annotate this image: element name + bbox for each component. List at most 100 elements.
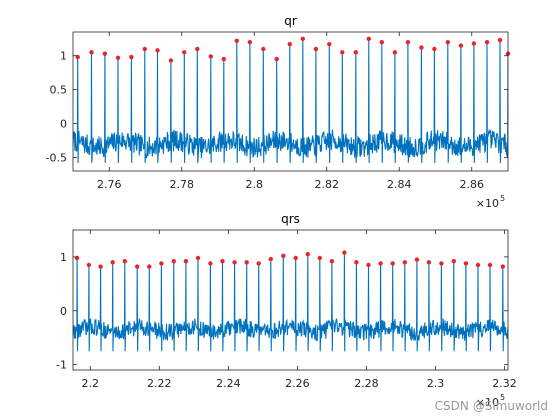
r-peak-marker	[208, 261, 213, 266]
r-peak-marker	[195, 46, 200, 52]
x-tick-label: 2.82	[315, 178, 340, 191]
r-peak-marker	[305, 252, 310, 257]
r-peak-marker	[171, 259, 176, 264]
x-tick-label: 2.76	[97, 178, 122, 191]
x-tick-label: 2.28	[354, 377, 379, 390]
r-peak-marker	[232, 260, 237, 265]
axes-frame	[72, 31, 509, 172]
r-peak-marker	[195, 255, 201, 261]
r-peak-marker	[484, 40, 490, 45]
r-peak-marker	[142, 46, 147, 52]
r-peak-marker	[451, 259, 456, 264]
r-peak-marker	[247, 40, 253, 45]
r-peak-marker	[354, 260, 359, 265]
r-peak-marker	[122, 259, 128, 264]
r-peak-marker	[366, 262, 371, 268]
chart-title: qr	[284, 14, 297, 28]
r-peak-marker	[379, 40, 384, 45]
r-peak-marker	[327, 42, 332, 47]
x-tick-label: 2.3	[427, 377, 445, 390]
x-tick-label: 2.86	[460, 178, 485, 191]
r-peak-marker	[182, 50, 187, 55]
r-peak-marker	[220, 259, 225, 264]
r-peak-marker	[98, 264, 103, 269]
x-exponent-power: 5	[500, 393, 505, 402]
r-peak-marker	[234, 38, 239, 43]
r-peak-marker	[340, 50, 345, 55]
r-peak-marker	[261, 46, 266, 52]
r-peak-marker	[317, 255, 322, 261]
r-peak-marker	[183, 259, 189, 264]
y-tick-label: 0	[60, 305, 67, 318]
r-peak-marker	[392, 50, 398, 55]
r-peak-marker	[458, 43, 464, 48]
r-peak-marker	[274, 56, 279, 62]
x-tick-label: 2.8	[246, 178, 264, 191]
r-peak-marker	[168, 58, 174, 63]
r-peak-marker	[208, 54, 213, 59]
r-peak-marker	[256, 261, 261, 266]
x-tick-label: 2.78	[170, 178, 195, 191]
r-peak-marker	[366, 36, 371, 41]
r-peak-marker	[500, 264, 505, 269]
x-tick-label: 2.22	[147, 377, 172, 390]
r-peak-marker	[463, 261, 469, 266]
x-tick-label: 2.2	[82, 377, 100, 390]
r-peak-marker	[342, 250, 347, 255]
plot-area	[73, 230, 508, 370]
x-tick-label: 2.26	[285, 377, 310, 390]
r-peak-marker	[287, 42, 292, 47]
ecg-signal-line	[73, 252, 508, 352]
r-peak-marker	[405, 40, 411, 45]
r-peak-marker	[390, 261, 395, 266]
y-tick-label: -1	[56, 359, 67, 372]
r-peak-marker	[89, 50, 94, 55]
r-peak-marker	[147, 264, 152, 269]
r-peak-marker	[329, 259, 335, 264]
r-peak-marker	[281, 253, 286, 258]
r-peak-marker	[110, 260, 115, 265]
y-tick-label: -0.5	[46, 151, 67, 164]
csdn-watermark: CSDN @Simuworld	[435, 399, 548, 413]
r-peak-marker	[159, 261, 164, 266]
chart-title: qrs	[281, 212, 300, 226]
r-peak-marker	[471, 41, 477, 46]
r-peak-marker	[293, 255, 298, 261]
r-peak-marker	[497, 37, 503, 43]
r-peak-marker	[313, 46, 319, 52]
r-peak-marker	[378, 261, 383, 266]
r-peak-marker	[426, 260, 432, 265]
r-peak-marker	[419, 45, 424, 50]
r-peak-marker	[155, 48, 160, 53]
r-peak-marker	[244, 260, 249, 265]
qr-plot-panel: 2.76 2.78 2.8 2.82 2.84 2.86 -0.5 0 0.5 1 qr ×10 5	[46, 14, 511, 210]
r-peak-marker	[475, 262, 481, 268]
y-tick-label: 1	[60, 50, 67, 63]
r-peak-marker	[74, 255, 80, 261]
r-peak-marker	[268, 256, 273, 262]
x-exponent-label: ×10	[476, 197, 499, 210]
x-tick-label: 2.32	[492, 377, 517, 390]
r-peak-marker	[135, 264, 140, 269]
qrs-plot-panel: 2.2 2.22 2.24 2.26 2.28 2.3 2.32 -1 0 1 qrs ×10 5	[56, 212, 517, 409]
ecg-signal-line	[73, 38, 508, 163]
y-tick-label: 1	[60, 251, 67, 264]
r-peak-marker	[221, 56, 226, 62]
r-peak-marker	[115, 55, 121, 60]
y-tick-label: 0	[60, 118, 67, 131]
r-peak-marker	[129, 54, 134, 60]
r-peak-marker	[102, 51, 108, 56]
r-peak-marker	[439, 261, 444, 266]
axes-frame	[72, 229, 509, 371]
r-peak-marker	[487, 262, 493, 268]
x-tick-label: 2.84	[387, 178, 412, 191]
r-peak-marker	[353, 50, 358, 55]
x-tick-label: 2.24	[216, 377, 241, 390]
r-peak-marker	[445, 40, 450, 45]
y-tick-label: 0.5	[50, 84, 68, 97]
x-exponent-label: ×10	[476, 396, 499, 409]
r-peak-marker	[402, 260, 407, 265]
x-exponent-power: 5	[500, 194, 505, 203]
r-peak-marker	[300, 36, 305, 41]
